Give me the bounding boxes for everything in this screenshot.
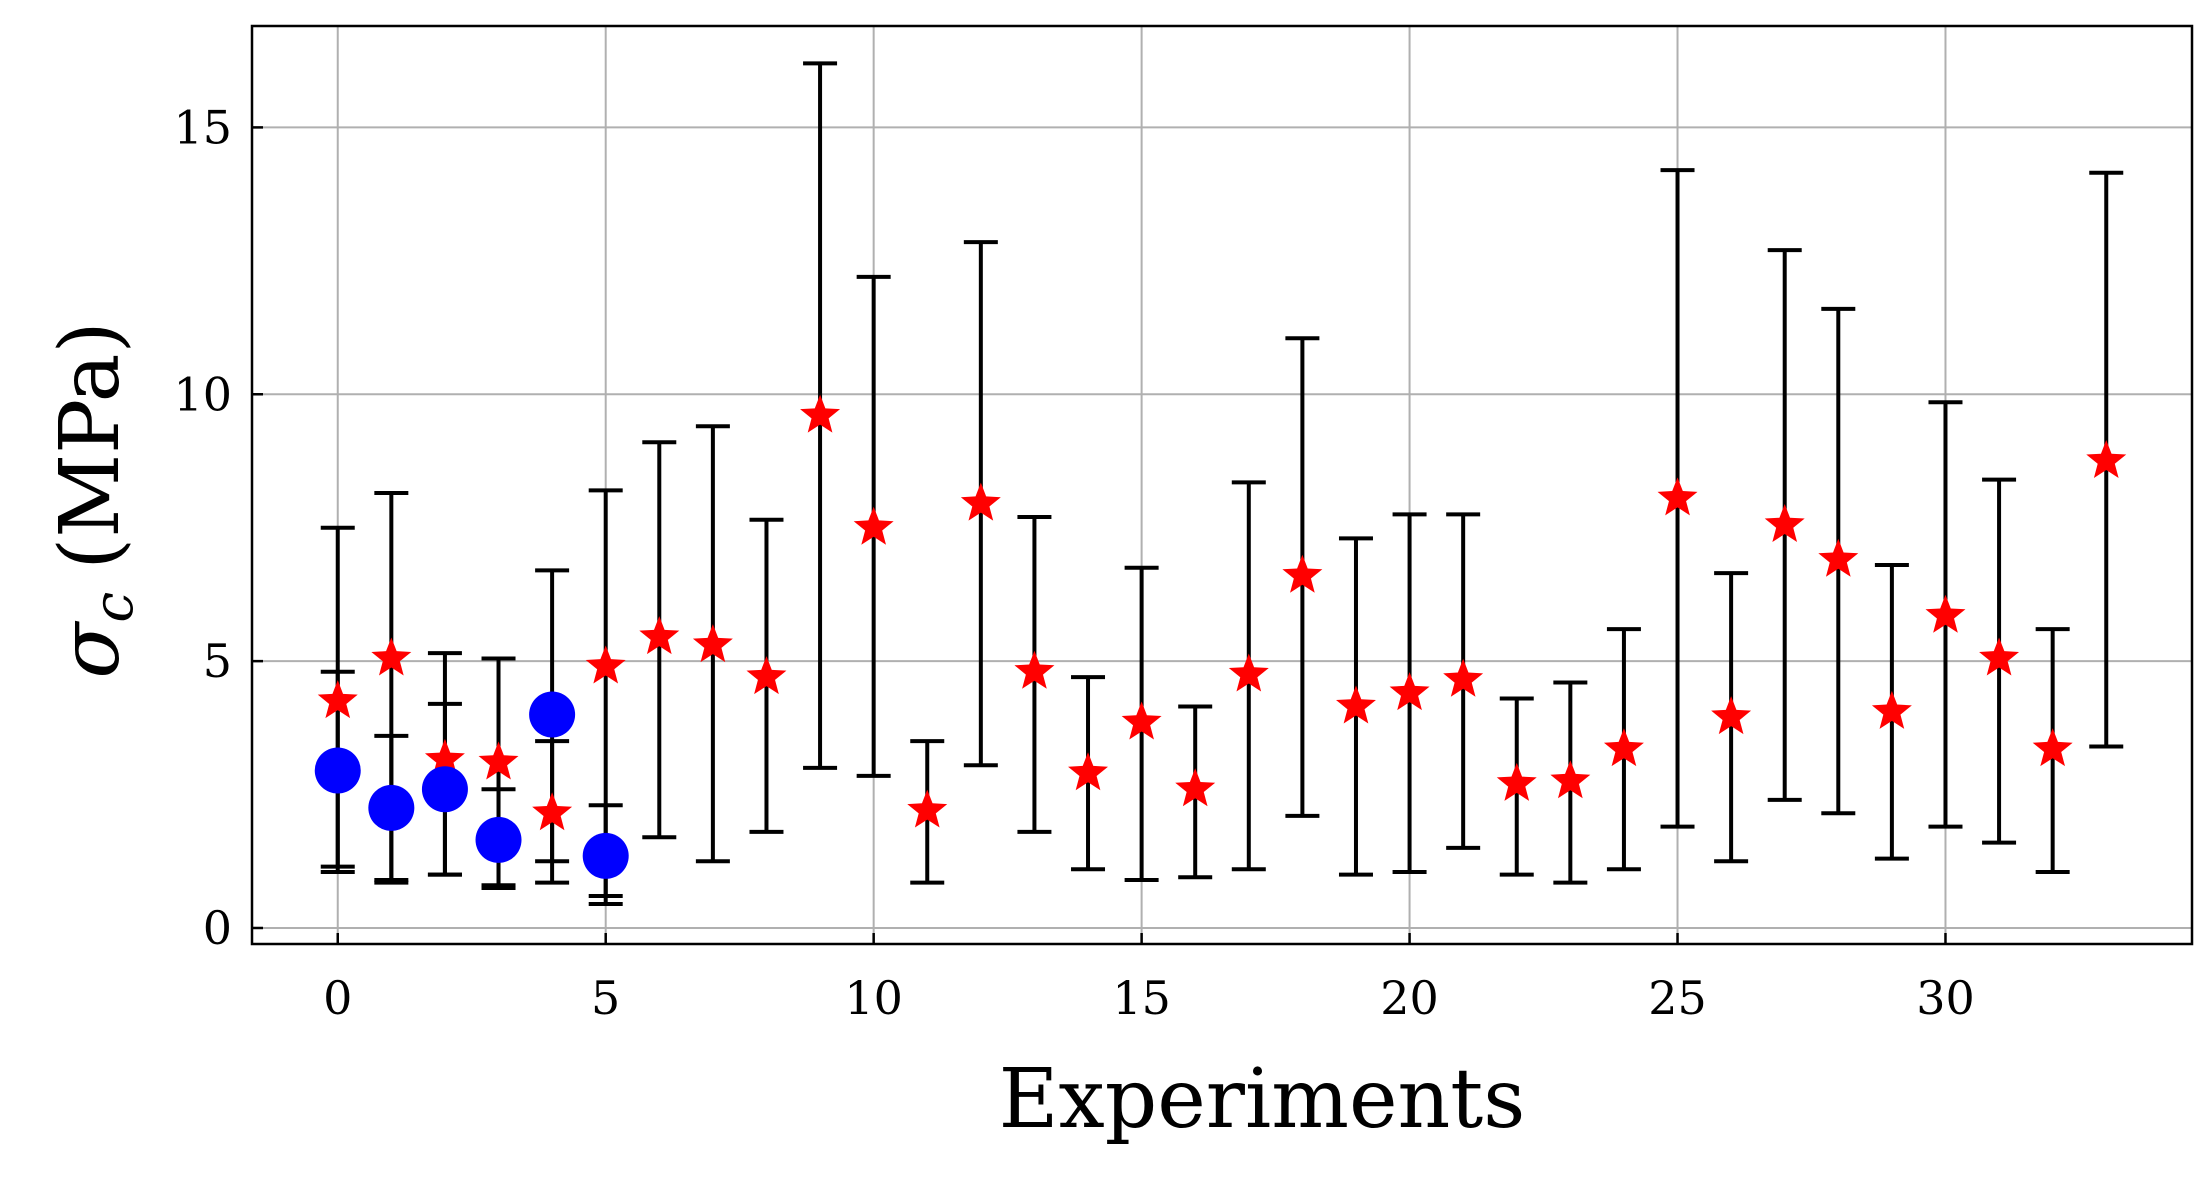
star-marker — [1121, 701, 1162, 740]
x-tick-label: 25 — [1648, 971, 1707, 1025]
y-tick-label: 10 — [173, 367, 232, 421]
plot-area-frame — [250, 24, 2194, 946]
star-marker — [1925, 594, 1966, 633]
star-marker — [1014, 650, 1055, 689]
data-markers — [314, 394, 2127, 879]
x-tick-label: 10 — [844, 971, 903, 1025]
star-marker — [1228, 653, 1269, 692]
circle-marker — [314, 747, 361, 794]
circle-marker — [529, 691, 576, 738]
y-tick-label: 0 — [203, 901, 232, 955]
x-tick-label: 15 — [1112, 971, 1171, 1025]
y-axis-label-symbol: σ — [43, 621, 138, 679]
star-marker — [371, 637, 412, 676]
star-marker — [1764, 504, 1805, 543]
star-marker — [800, 394, 841, 433]
axis-ticks: 0 5 10 15 20 25 30 0 5 10 15 — [173, 100, 1974, 1025]
y-axis-label-subscript: c — [81, 592, 145, 623]
star-marker — [1443, 658, 1484, 697]
star-marker — [532, 792, 573, 831]
star-marker — [1550, 760, 1591, 799]
error-bars — [320, 61, 2124, 906]
star-marker — [1711, 696, 1752, 735]
circle-marker — [421, 766, 468, 813]
star-marker — [692, 624, 733, 663]
star-marker — [1336, 685, 1376, 724]
star-marker — [1282, 554, 1323, 593]
star-marker — [1496, 762, 1537, 801]
star-marker — [424, 738, 465, 777]
circle-marker — [368, 784, 415, 831]
x-tick-label: 20 — [1380, 971, 1439, 1025]
star-marker — [1818, 538, 1859, 577]
star-marker — [1068, 752, 1108, 791]
y-axis-label-unit: (MPa) — [43, 321, 138, 569]
circle-marker — [582, 832, 629, 879]
star-marker — [1603, 728, 1644, 767]
star-marker — [585, 645, 626, 684]
star-marker — [1979, 637, 2020, 676]
star-marker — [1389, 672, 1430, 711]
y-axis-label: σc (MPa) — [43, 321, 145, 678]
star-marker — [746, 656, 787, 695]
star-marker — [1657, 477, 1698, 516]
circle-marker — [475, 816, 522, 863]
star-marker — [853, 506, 894, 545]
star-marker — [639, 616, 680, 655]
star-marker — [1175, 768, 1216, 807]
star-marker — [2086, 439, 2127, 478]
x-tick-label: 30 — [1916, 971, 1975, 1025]
star-marker — [478, 741, 519, 780]
star-marker — [907, 789, 948, 828]
x-tick-label: 5 — [591, 971, 620, 1025]
star-marker — [317, 680, 358, 719]
x-tick-label: 0 — [323, 971, 352, 1025]
star-marker — [2032, 728, 2073, 767]
y-tick-label: 15 — [173, 100, 232, 154]
y-tick-label: 5 — [203, 634, 232, 688]
star-marker — [1871, 690, 1912, 729]
star-marker — [960, 482, 1001, 521]
x-axis-label: Experiments — [999, 1052, 1526, 1147]
